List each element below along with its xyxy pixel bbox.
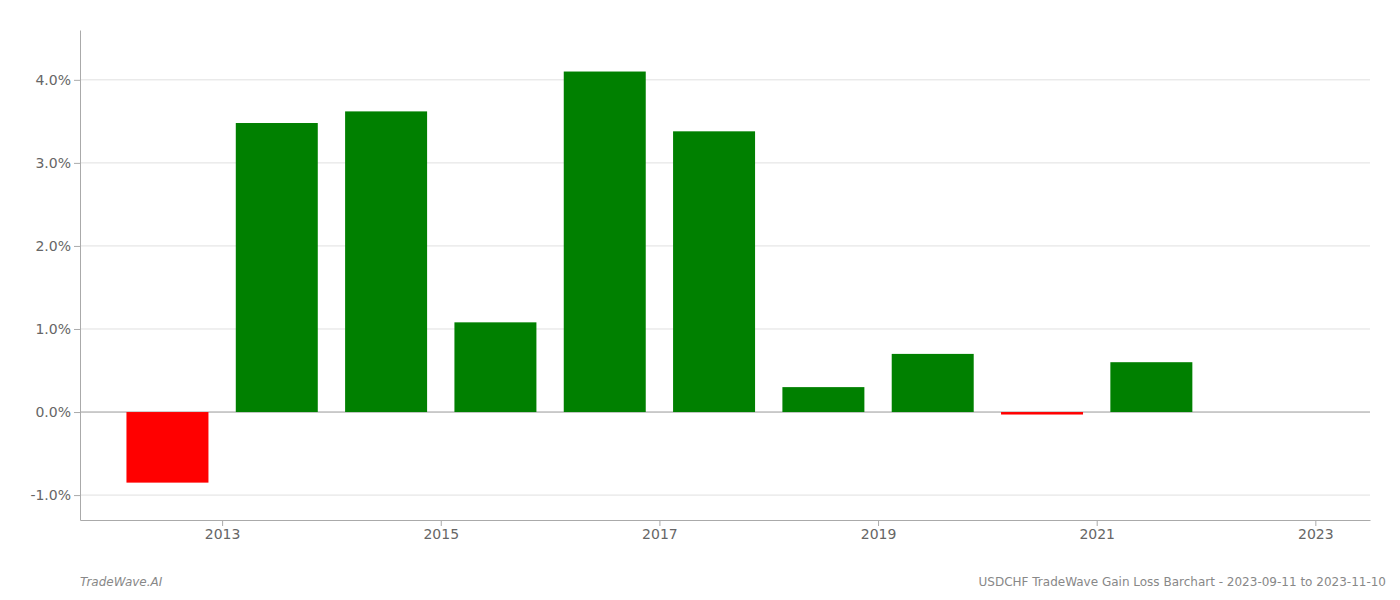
x-tick: 2017	[642, 520, 678, 542]
y-tick-label: 2.0%	[35, 238, 71, 254]
x-tick-label: 2017	[642, 526, 678, 542]
x-tick: 2015	[423, 520, 459, 542]
x-tick-label: 2013	[205, 526, 241, 542]
footer-left: TradeWave.AI	[80, 575, 163, 589]
bar	[564, 72, 646, 413]
bar	[454, 322, 536, 412]
y-tick-mark	[74, 163, 80, 164]
plot-area: 2013 2015 2017 2019 2021 2023 -1.0% 0.0% 1.0% 2.0…	[30, 31, 1370, 542]
x-tick: 2013	[205, 520, 241, 542]
x-tick-label: 2021	[1079, 526, 1115, 542]
y-tick: 3.0%	[35, 155, 80, 171]
bar	[345, 111, 427, 412]
y-tick-mark	[74, 495, 80, 496]
bar	[126, 412, 208, 483]
y-tick-label: 4.0%	[35, 72, 71, 88]
bar	[673, 131, 755, 412]
bar	[1001, 412, 1083, 414]
x-tick: 2023	[1298, 520, 1334, 542]
y-tick-label: 1.0%	[35, 321, 71, 337]
x-tick-label: 2023	[1298, 526, 1334, 542]
bar	[782, 387, 864, 412]
y-tick-label: -1.0%	[30, 487, 71, 503]
grid	[80, 80, 1370, 495]
footer-right: USDCHF TradeWave Gain Loss Barchart - 20…	[979, 575, 1386, 589]
x-axis-line	[81, 520, 1371, 521]
grid-line	[80, 495, 1370, 496]
bar	[1110, 362, 1192, 412]
y-tick-label: 0.0%	[35, 404, 71, 420]
y-tick: 4.0%	[35, 72, 80, 88]
y-axis: -1.0% 0.0% 1.0% 2.0% 3.0% 4.0%	[30, 31, 80, 521]
y-tick-mark	[74, 80, 80, 81]
y-tick-label: 3.0%	[35, 155, 71, 171]
y-tick: -1.0%	[30, 487, 80, 503]
bars	[126, 72, 1192, 483]
grid-line	[80, 79, 1370, 80]
y-tick: 0.0%	[35, 404, 80, 420]
x-axis: 2013 2015 2017 2019 2021 2023	[81, 520, 1371, 542]
x-tick-label: 2019	[861, 526, 897, 542]
x-tick: 2021	[1079, 520, 1115, 542]
chart: 2013 2015 2017 2019 2021 2023 -1.0% 0.0% 1.0% 2.0…	[0, 0, 1400, 600]
bar	[236, 123, 318, 412]
y-tick-mark	[74, 246, 80, 247]
y-tick: 1.0%	[35, 321, 80, 337]
x-tick-label: 2015	[423, 526, 459, 542]
y-tick-mark	[74, 412, 80, 413]
y-tick: 2.0%	[35, 238, 80, 254]
bar	[892, 354, 974, 412]
x-tick: 2019	[861, 520, 897, 542]
y-tick-mark	[74, 329, 80, 330]
y-axis-line	[80, 31, 81, 521]
